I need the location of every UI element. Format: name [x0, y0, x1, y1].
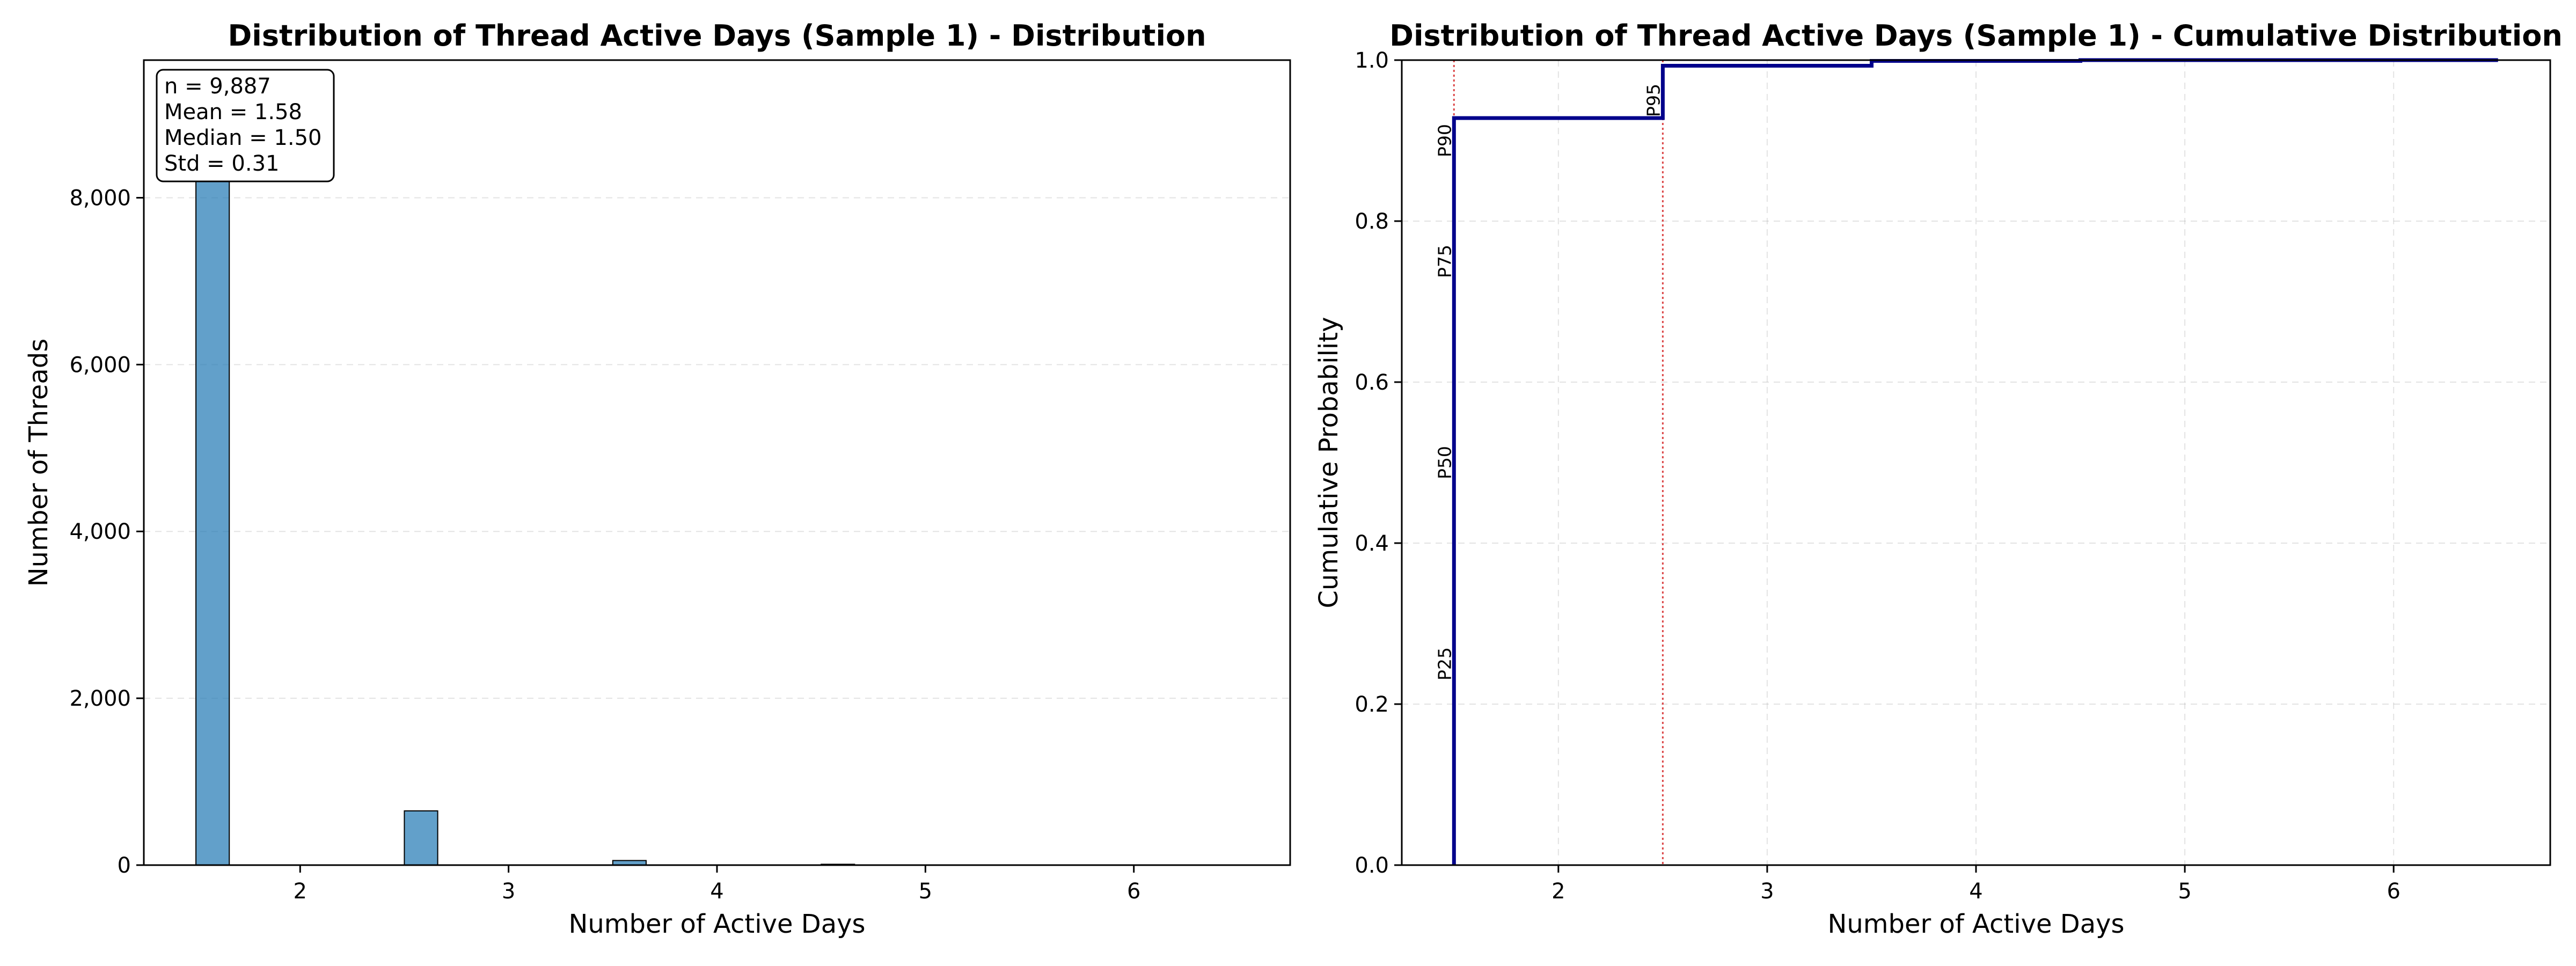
- histogram-x-tick-label: 3: [502, 879, 515, 904]
- cdf-y-tick-label: 1.0: [1355, 48, 1389, 73]
- stats-box: n = 9,887 Mean = 1.58 Median = 1.50 Std …: [156, 69, 335, 182]
- cdf-percentile-label: P75: [1434, 245, 1455, 278]
- cdf-x-tick-label: 6: [2387, 879, 2400, 904]
- cdf-x-tick-label: 4: [1969, 879, 1982, 904]
- cdf-y-tick-label: 0.8: [1355, 209, 1389, 234]
- histogram-y-tick-label: 2,000: [69, 686, 131, 711]
- cdf-y-tick-label: 0.6: [1355, 370, 1389, 395]
- stats-box-frame: [156, 69, 335, 182]
- cdf-percentile-labels: P25 P50 P75 P90 P95: [1434, 84, 1664, 680]
- cdf-x-ticks: 2 3 4 5 6: [1552, 865, 2401, 904]
- cdf-x-tick-label: 3: [1760, 879, 1774, 904]
- cdf-x-axis-label: Number of Active Days: [1827, 909, 2124, 939]
- histogram-y-ticks: 0 2,000 4,000 6,000 8,000: [69, 186, 144, 878]
- cdf-y-tick-label: 0.4: [1355, 531, 1389, 556]
- cdf-gridlines: [1402, 60, 2550, 865]
- cdf-percentile-label: P90: [1434, 124, 1455, 157]
- cdf-y-ticks: 0.0 0.2 0.4 0.6 0.8 1.0: [1355, 48, 1402, 878]
- cdf-x-tick-label: 5: [2178, 879, 2191, 904]
- cdf-y-tick-label: 0.0: [1355, 853, 1389, 878]
- stats-line: n = 9,887: [164, 74, 271, 99]
- histogram-bar: [195, 99, 230, 866]
- cdf-percentile-label: P50: [1434, 446, 1455, 479]
- histogram-y-tick-label: 6,000: [69, 353, 131, 377]
- histogram-y-tick-label: 0: [118, 853, 131, 878]
- histogram-x-tick-label: 6: [1127, 879, 1140, 904]
- cdf-percentile-label: P25: [1434, 647, 1455, 680]
- histogram-chart: 2 3 4 5 6 0 2,000 4,000 6,000 8,000 Distribution…: [24, 19, 1291, 939]
- histogram-x-tick-label: 5: [919, 879, 932, 904]
- histogram-bar: [404, 810, 438, 866]
- cdf-x-tick-label: 2: [1552, 879, 1565, 904]
- cdf-y-axis-label: Cumulative Probability: [1314, 317, 1344, 609]
- histogram-y-axis-label: Number of Threads: [24, 339, 54, 587]
- cdf-chart: P25 P50 P75 P90 P95 2 3 4 5 6 0.0 0.2 0.4 0.6 0.8 1.0…: [1314, 19, 2563, 939]
- histogram-y-tick-label: 4,000: [69, 519, 131, 544]
- stats-line: Median = 1.50: [164, 126, 322, 150]
- histogram-x-ticks: 2 3 4 5 6: [294, 865, 1140, 904]
- cdf-percentile-label: P95: [1643, 84, 1664, 117]
- histogram-title: Distribution of Thread Active Days (Samp…: [228, 19, 1206, 53]
- histogram-x-axis-label: Number of Active Days: [568, 909, 865, 939]
- cdf-title: Distribution of Thread Active Days (Samp…: [1389, 19, 2563, 53]
- stats-line: Mean = 1.58: [164, 100, 302, 125]
- histogram-y-tick-label: 8,000: [69, 186, 131, 210]
- histogram-x-tick-label: 2: [294, 879, 307, 904]
- cdf-y-tick-label: 0.2: [1355, 692, 1389, 717]
- histogram-x-tick-label: 4: [710, 879, 723, 904]
- stats-line: Std = 0.31: [164, 151, 279, 176]
